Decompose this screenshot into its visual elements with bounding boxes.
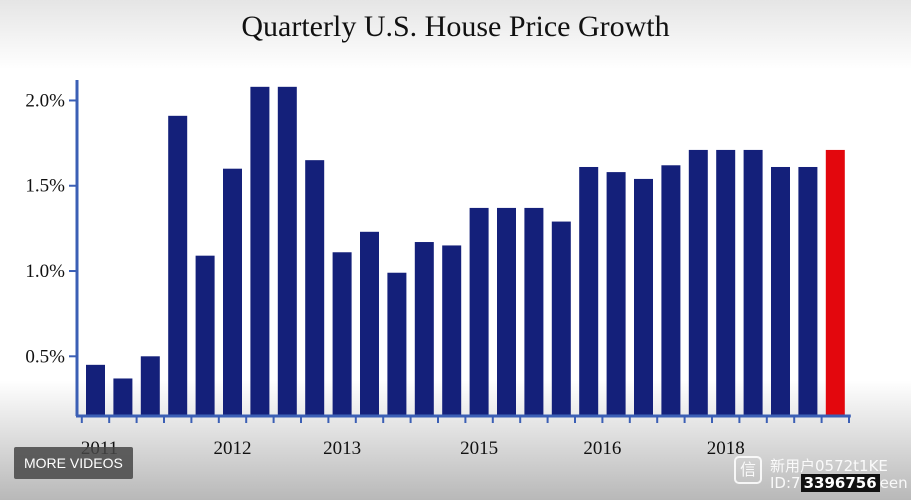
watermark-logo-icon: 信 (734, 456, 762, 484)
bar-23 (688, 149, 708, 416)
bar-11 (360, 231, 379, 416)
top-shade (0, 0, 911, 70)
watermark-suffix: een (879, 474, 908, 492)
watermark-username: 新用户0572t1KE (770, 457, 888, 475)
bar-7 (250, 86, 270, 417)
more-videos-button[interactable]: MORE VIDEOS (14, 447, 133, 479)
watermark-id-line: ID:7 3396756 een (770, 474, 908, 492)
y-tick-label-4: 2.0% (25, 90, 65, 111)
bar-3 (140, 356, 160, 416)
bar-2 (113, 378, 133, 416)
bar-12 (387, 272, 407, 416)
x-tick-label-2018: 2018 (707, 438, 745, 459)
bar-18 (551, 221, 571, 416)
chart-title: Quarterly U.S. House Price Growth (241, 10, 670, 43)
bar-22 (661, 165, 681, 416)
bar-9 (305, 160, 325, 416)
bar-17 (524, 207, 544, 416)
bar-19 (579, 166, 599, 416)
bar-20 (606, 172, 626, 416)
bar-28 (825, 149, 845, 416)
bar-15 (469, 207, 489, 416)
x-tick-label-2015: 2015 (460, 438, 498, 459)
bar-6 (223, 168, 242, 416)
bar-10 (332, 252, 352, 416)
y-tick-label-3: 1.5% (25, 176, 65, 197)
bar-21 (634, 178, 653, 416)
watermark-id: 3396756 (800, 474, 880, 492)
x-tick-label-2012: 2012 (214, 438, 252, 459)
x-tick-label-2013: 2013 (323, 438, 361, 459)
y-tick-label-1: 0.5% (25, 346, 65, 367)
x-tick-label-2016: 2016 (583, 438, 621, 459)
bar-13 (414, 242, 434, 416)
bar-26 (771, 166, 790, 416)
bar-5 (195, 255, 215, 416)
bar-1 (86, 364, 105, 416)
y-tick-label-2: 1.0% (25, 261, 65, 282)
bar-16 (497, 207, 516, 416)
bar-4 (168, 115, 188, 416)
bar-14 (442, 245, 462, 416)
bar-24 (716, 149, 736, 416)
bar-8 (277, 86, 297, 417)
bar-25 (743, 149, 763, 416)
bar-27 (798, 166, 818, 416)
watermark-id-prefix: ID:7 (770, 474, 801, 492)
